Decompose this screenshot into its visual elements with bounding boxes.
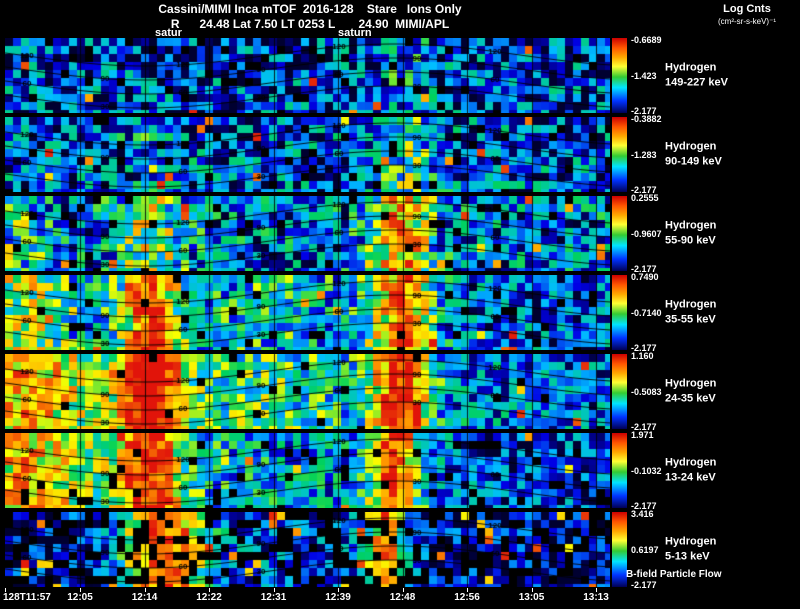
colorbar <box>612 38 627 113</box>
energy-range-label: 5-13 keV <box>665 550 710 563</box>
species-label: Hydrogen <box>665 535 717 548</box>
colorbar <box>612 433 627 508</box>
axis-tick <box>402 588 404 592</box>
energy-range-label: 24-35 keV <box>665 392 716 405</box>
spectrogram-canvas <box>5 354 610 429</box>
colorbar-max-value: 1.160 <box>631 351 654 361</box>
colorbar-min-value: -2.177 <box>631 185 657 195</box>
colorbar <box>612 512 627 587</box>
species-label: Hydrogen <box>665 61 717 74</box>
colorbar-max-value: 1.971 <box>631 430 654 440</box>
axis-tick <box>273 588 275 592</box>
spectrogram-canvas <box>5 275 610 350</box>
panel-label: Hydrogen 5-13 keV <box>665 534 716 565</box>
axis-tick <box>209 588 210 592</box>
colorbar-min-value: -2.177 <box>631 422 657 432</box>
time-tick-label: 12:31 <box>260 592 287 603</box>
bfield-flow-legend: B-field Particle Flow <box>626 569 722 580</box>
panel-label: Hydrogen 55-90 keV <box>665 218 716 249</box>
energy-range-label: 149-227 keV <box>665 76 728 89</box>
colorbar-max-value: -0.3882 <box>631 114 662 124</box>
colorbar-max-value: -0.6689 <box>631 35 662 45</box>
time-tick-label: 12:39 <box>325 592 351 603</box>
energy-range-label: 13-24 keV <box>665 471 716 484</box>
spectrogram-canvas <box>5 512 610 587</box>
energy-range-label: 35-55 keV <box>665 313 716 326</box>
time-tick-label: 13:05 <box>518 592 545 603</box>
spectrogram-panel: 0.7490 -0.7140 -2.177 Hydrogen 35-55 keV <box>5 272 800 353</box>
colorbar-min-value: -2.177 <box>631 264 657 274</box>
panel-label: Hydrogen 13-24 keV <box>665 455 716 486</box>
axis-tick <box>531 588 533 592</box>
orbit-parameters: R 24.48 Lat 7.50 LT 0253 L 24.90 MIMI/AP… <box>170 17 450 31</box>
time-axis: 128T11:57 12:05 12:14 12:22 12:31 12:39 12:48 1… <box>0 592 800 607</box>
colorbar-mid-value: -1.283 <box>631 149 657 160</box>
spectrogram-canvas <box>5 433 610 508</box>
spectrogram-canvas <box>5 38 610 113</box>
saturn-marker-left: satur <box>155 27 182 39</box>
colorbar-mid-value: -0.7140 <box>631 307 662 318</box>
species-label: Hydrogen <box>665 456 717 469</box>
axis-tick <box>5 588 6 592</box>
energy-range-label: 90-149 keV <box>665 155 722 168</box>
page-title: Cassini/MIMI Inca mTOF 2016-128 Stare Io… <box>158 2 462 16</box>
spectrogram-panel: 1.971 -0.1032 -2.177 Hydrogen 13-24 keV <box>5 430 800 511</box>
species-label: Hydrogen <box>665 140 717 153</box>
spectrogram-panel: 3.416 0.6197 -2.177 Hydrogen 5-13 keV <box>5 509 800 590</box>
colorbar-min-value: -2.177 <box>631 580 657 590</box>
colorbar-mid-value: 0.6197 <box>631 544 659 555</box>
panel-label: Hydrogen 149-227 keV <box>665 60 728 91</box>
colorbar-mid-value: -0.1032 <box>631 465 662 476</box>
colorbar-title: Log Cnts (cm²-sr-s-keV)⁻¹ <box>696 3 798 26</box>
time-tick-label: 12:48 <box>389 592 416 603</box>
colorbar-max-value: 3.416 <box>631 509 654 519</box>
species-label: Hydrogen <box>665 377 717 390</box>
axis-tick <box>596 588 597 592</box>
spectrogram-panel: -0.3882 -1.283 -2.177 Hydrogen 90-149 ke… <box>5 114 800 195</box>
colorbar-title-label: Log Cnts <box>723 3 771 15</box>
colorbar-min-value: -2.177 <box>631 343 657 353</box>
time-tick-label: 128T11:57 <box>3 592 51 603</box>
colorbar <box>612 117 627 192</box>
colorbar <box>612 275 627 350</box>
axis-tick <box>467 588 468 592</box>
species-label: Hydrogen <box>665 219 717 232</box>
colorbar-mid-value: -0.5083 <box>631 386 662 397</box>
panel-label: Hydrogen 35-55 keV <box>665 297 716 328</box>
energy-range-label: 55-90 keV <box>665 234 716 247</box>
colorbar-mid-value: -0.9607 <box>631 228 662 239</box>
time-tick-label: 12:56 <box>454 592 480 603</box>
spectrogram-panel: 0.2555 -0.9607 -2.177 Hydrogen 55-90 keV <box>5 193 800 274</box>
spectrogram-panel: -0.6689 -1.423 -2.177 Hydrogen 149-227 k… <box>5 35 800 116</box>
time-tick-label: 13:13 <box>583 592 609 603</box>
colorbar-min-value: -2.177 <box>631 501 657 511</box>
colorbar-title-units: (cm²-sr-s-keV)⁻¹ <box>718 17 776 26</box>
axis-tick <box>338 588 339 592</box>
panel-label: Hydrogen 24-35 keV <box>665 376 716 407</box>
colorbar-mid-value: -1.423 <box>631 70 657 81</box>
time-tick-label: 12:22 <box>196 592 222 603</box>
spectrogram-canvas <box>5 117 610 192</box>
panel-label: Hydrogen 90-149 keV <box>665 139 722 170</box>
axis-tick <box>144 588 146 592</box>
saturn-marker-right: saturn <box>338 27 372 39</box>
colorbar-max-value: 0.2555 <box>631 193 659 203</box>
axis-tick <box>80 588 81 592</box>
species-label: Hydrogen <box>665 298 717 311</box>
colorbar <box>612 354 627 429</box>
colorbar-max-value: 0.7490 <box>631 272 659 282</box>
spectrogram-canvas <box>5 196 610 271</box>
colorbar-min-value: -2.177 <box>631 106 657 116</box>
colorbar <box>612 196 627 271</box>
time-tick-label: 12:14 <box>131 592 158 603</box>
spectrogram-panel: 1.160 -0.5083 -2.177 Hydrogen 24-35 keV <box>5 351 800 432</box>
time-tick-label: 12:05 <box>67 592 93 603</box>
